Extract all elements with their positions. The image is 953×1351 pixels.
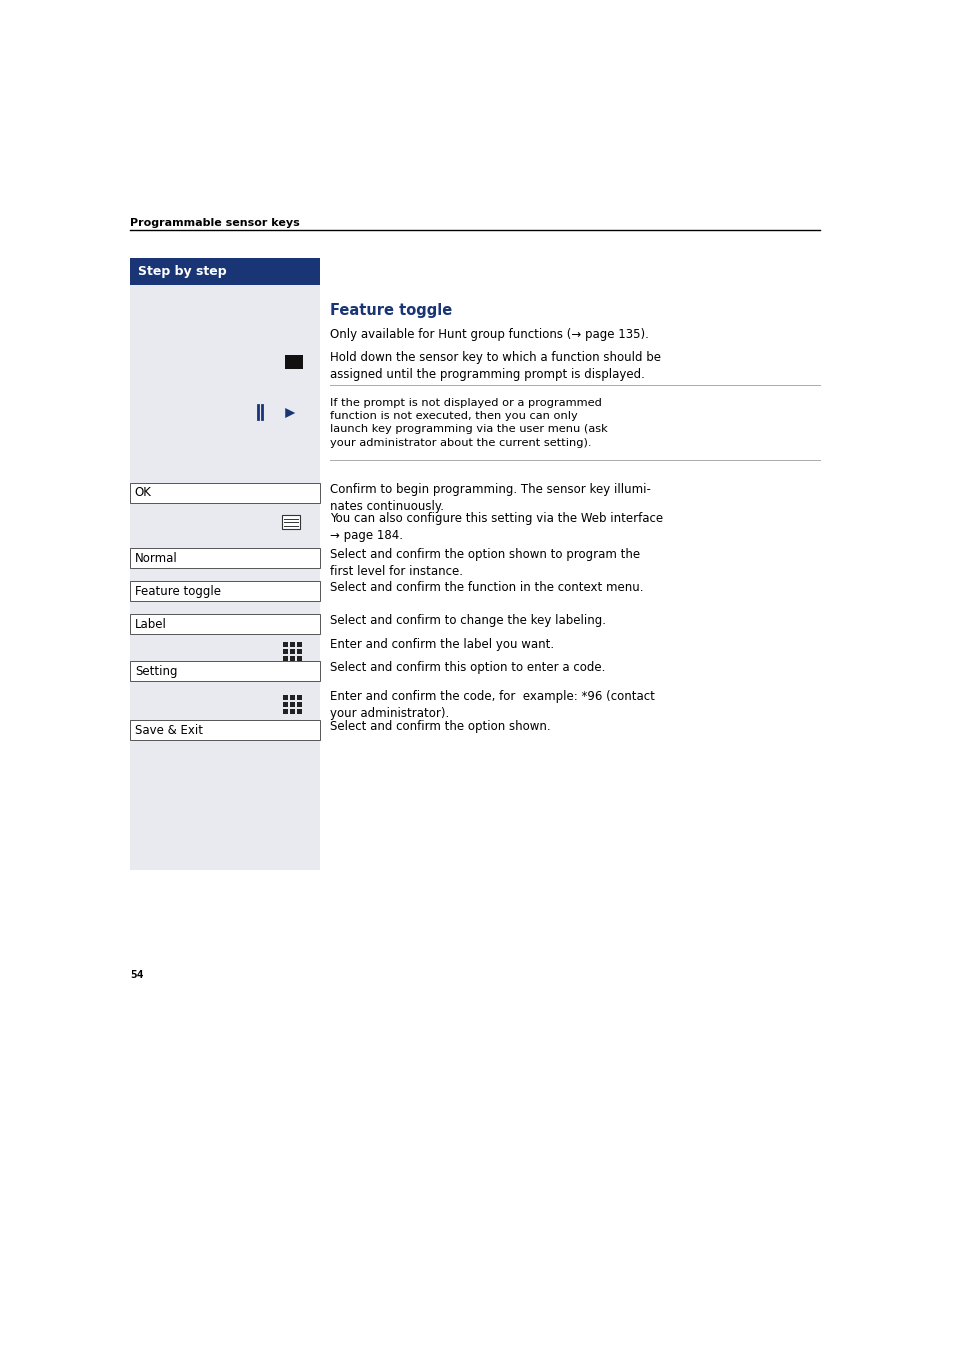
FancyBboxPatch shape <box>130 258 319 870</box>
FancyBboxPatch shape <box>290 694 294 700</box>
Text: OK: OK <box>134 486 152 500</box>
FancyBboxPatch shape <box>283 703 288 707</box>
Text: Normal: Normal <box>134 551 177 565</box>
FancyBboxPatch shape <box>283 694 288 700</box>
FancyBboxPatch shape <box>130 613 319 634</box>
FancyBboxPatch shape <box>296 648 302 654</box>
Text: Select and confirm the function in the context menu.: Select and confirm the function in the c… <box>330 581 643 594</box>
Text: Select and confirm the option shown.: Select and confirm the option shown. <box>330 720 550 734</box>
Text: Step by step: Step by step <box>137 265 226 278</box>
FancyBboxPatch shape <box>296 703 302 707</box>
FancyBboxPatch shape <box>130 258 319 285</box>
FancyBboxPatch shape <box>130 581 319 601</box>
Text: You can also configure this setting via the Web interface
→ page 184.: You can also configure this setting via … <box>330 512 662 542</box>
FancyBboxPatch shape <box>296 694 302 700</box>
FancyBboxPatch shape <box>296 657 302 661</box>
FancyBboxPatch shape <box>130 661 319 681</box>
FancyBboxPatch shape <box>130 484 319 503</box>
Text: 54: 54 <box>130 970 143 979</box>
FancyBboxPatch shape <box>130 720 319 740</box>
FancyBboxPatch shape <box>285 355 303 369</box>
Text: Select and confirm the option shown to program the
first level for instance.: Select and confirm the option shown to p… <box>330 549 639 578</box>
FancyBboxPatch shape <box>283 642 288 647</box>
FancyBboxPatch shape <box>290 657 294 661</box>
Text: Only available for Hunt group functions (→ page 135).: Only available for Hunt group functions … <box>330 328 648 340</box>
Text: Label: Label <box>134 617 167 631</box>
FancyBboxPatch shape <box>296 709 302 713</box>
Text: Programmable sensor keys: Programmable sensor keys <box>130 218 299 228</box>
Text: Feature toggle: Feature toggle <box>134 585 220 597</box>
FancyBboxPatch shape <box>296 642 302 647</box>
Text: Save & Exit: Save & Exit <box>134 724 203 736</box>
Text: Feature toggle: Feature toggle <box>330 303 452 317</box>
FancyBboxPatch shape <box>282 515 299 530</box>
Text: Enter and confirm the code, for  example: *96 (contact
your administrator).: Enter and confirm the code, for example:… <box>330 690 654 720</box>
FancyBboxPatch shape <box>290 648 294 654</box>
Text: Confirm to begin programming. The sensor key illumi-
nates continuously.: Confirm to begin programming. The sensor… <box>330 484 650 513</box>
Text: Select and confirm to change the key labeling.: Select and confirm to change the key lab… <box>330 613 605 627</box>
FancyBboxPatch shape <box>130 549 319 567</box>
FancyBboxPatch shape <box>290 642 294 647</box>
Text: Hold down the sensor key to which a function should be
assigned until the progra: Hold down the sensor key to which a func… <box>330 351 660 381</box>
FancyBboxPatch shape <box>283 648 288 654</box>
FancyBboxPatch shape <box>283 657 288 661</box>
Text: Setting: Setting <box>134 665 177 677</box>
Text: Enter and confirm the label you want.: Enter and confirm the label you want. <box>330 638 554 651</box>
Text: If the prompt is not displayed or a programmed
function is not executed, then yo: If the prompt is not displayed or a prog… <box>330 399 607 447</box>
FancyBboxPatch shape <box>283 709 288 713</box>
FancyBboxPatch shape <box>290 703 294 707</box>
Text: Select and confirm this option to enter a code.: Select and confirm this option to enter … <box>330 661 605 674</box>
FancyBboxPatch shape <box>290 709 294 713</box>
